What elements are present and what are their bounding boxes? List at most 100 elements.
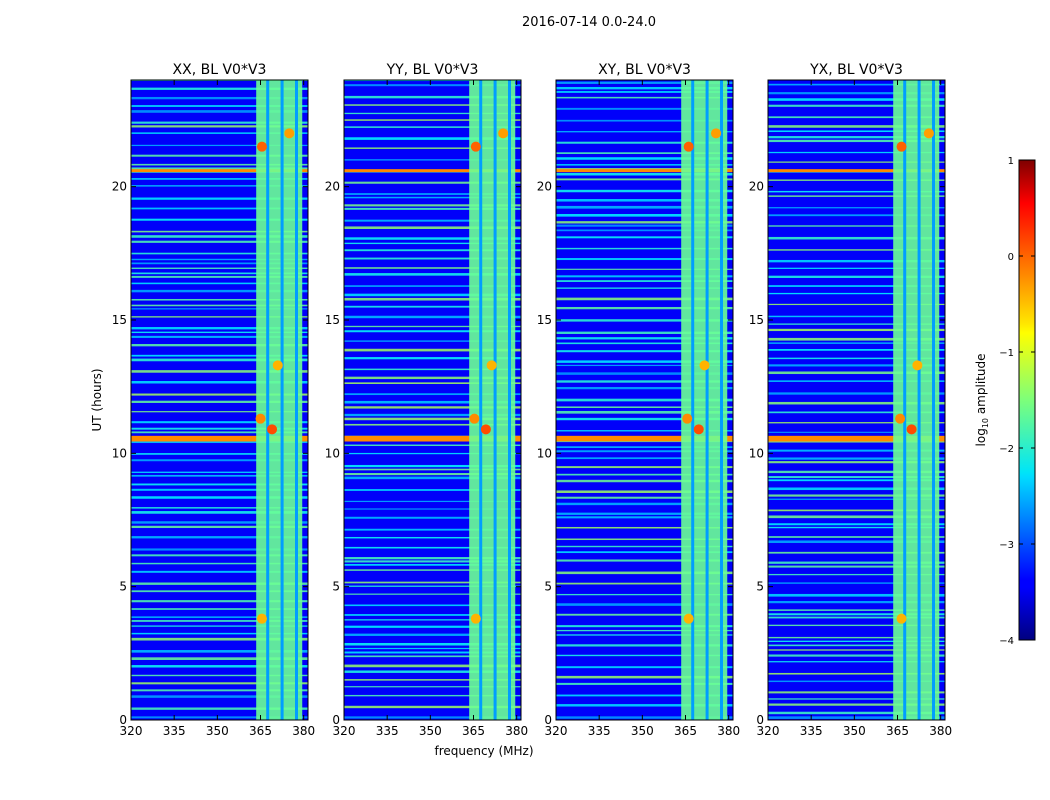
time-row-band (556, 593, 733, 596)
rfi-band (681, 80, 728, 720)
time-row-band (344, 126, 521, 128)
time-row-band (768, 609, 945, 611)
time-row-band (768, 139, 945, 143)
time-row-band (556, 306, 733, 310)
time-row-band (344, 95, 521, 99)
time-row-band (768, 600, 945, 604)
time-row-band (768, 104, 945, 107)
time-row-band (768, 640, 945, 643)
time-row-band (131, 354, 308, 357)
strong-time-row (556, 435, 733, 439)
time-row-band (556, 545, 733, 548)
time-row-band (344, 293, 521, 297)
panel-title: XY, BL V0*V3 (598, 62, 691, 78)
time-row-band (556, 457, 733, 460)
time-row-band (131, 267, 308, 270)
time-row-band (768, 292, 945, 295)
time-row-band (556, 502, 733, 506)
time-row-band (131, 637, 308, 641)
time-row-band (131, 304, 308, 307)
time-row-band (344, 528, 521, 531)
time-row-band (131, 132, 308, 134)
time-row-band (768, 523, 945, 526)
x-tick-label: 320 (333, 724, 356, 738)
time-row-band (131, 87, 308, 90)
rfi-channel-gap (479, 80, 483, 720)
time-row-band (344, 196, 521, 199)
colorbar-tick-label: −3 (999, 540, 1014, 551)
y-tick-label: 0 (332, 713, 340, 727)
time-row-band (344, 297, 521, 301)
x-tick-label: 320 (120, 724, 143, 738)
time-row-band (556, 479, 733, 483)
time-row-band (344, 625, 521, 628)
time-row-band (344, 413, 521, 417)
time-row-band (131, 331, 308, 334)
time-row-band (131, 431, 308, 434)
time-row-band (768, 357, 945, 360)
hot-spot (683, 141, 694, 152)
colorbar-tick-label: 1 (1008, 156, 1014, 167)
time-row-band (131, 282, 308, 285)
time-row-band (344, 581, 521, 584)
time-row-band (556, 654, 733, 657)
time-row-band (344, 242, 521, 245)
time-row-band (344, 417, 521, 421)
time-row-band (344, 473, 521, 476)
time-row-band (556, 213, 733, 217)
time-row-band (344, 651, 521, 654)
rfi-channel-gap (266, 80, 270, 720)
hot-spot (683, 613, 694, 624)
rfi-channel-gap (931, 80, 935, 720)
rfi-channel-gap (719, 80, 723, 720)
strong-time-row (768, 438, 945, 442)
time-row-band (556, 634, 733, 636)
colorbar-tick-label: 0 (1008, 252, 1014, 263)
colorbar-label: log10 amplitude (974, 354, 990, 447)
time-row-band (131, 536, 308, 539)
rfi-band (469, 80, 516, 720)
time-row-band (768, 476, 945, 479)
hot-spot (896, 613, 907, 624)
time-row-band (131, 344, 308, 347)
time-row-band (344, 452, 521, 455)
time-row-band (131, 716, 308, 719)
time-row-band (768, 613, 945, 616)
time-row-band (768, 422, 945, 424)
time-row-band (344, 137, 521, 140)
colorbar: 10−1−2−3−4 log10 amplitude (974, 156, 1036, 647)
time-row-band (556, 141, 733, 144)
time-row-band (131, 144, 308, 147)
axes-frame (343, 79, 522, 721)
time-row-band (131, 121, 308, 124)
time-row-band (556, 337, 733, 340)
time-row-band (556, 559, 733, 562)
time-row-band (131, 507, 308, 509)
hot-spot (480, 424, 491, 435)
hot-spot (486, 360, 497, 371)
time-row-band (131, 650, 308, 653)
time-row-band (556, 386, 733, 390)
time-row-band (556, 86, 733, 90)
y-tick-label: 10 (112, 446, 127, 460)
time-row-band (131, 471, 308, 473)
time-row-band (344, 619, 521, 621)
time-row-band (556, 372, 733, 375)
rfi-channel-gap (280, 80, 284, 720)
figure-title: 2016-07-14 0.0-24.0 (522, 15, 656, 30)
time-row-band (768, 259, 945, 263)
time-row-band (131, 240, 308, 243)
time-row-band (131, 474, 308, 477)
time-row-band (344, 500, 521, 503)
time-row-band (768, 457, 945, 460)
colorbar-tick-label: −4 (999, 636, 1014, 647)
time-row-band (344, 468, 521, 471)
time-row-band (768, 303, 945, 306)
time-row-band (344, 536, 521, 539)
time-row-band (768, 494, 945, 497)
time-row-band (768, 526, 945, 529)
hot-spot (470, 613, 481, 624)
time-row-band (344, 546, 521, 549)
time-row-band (556, 380, 733, 383)
time-row-band (556, 571, 733, 575)
